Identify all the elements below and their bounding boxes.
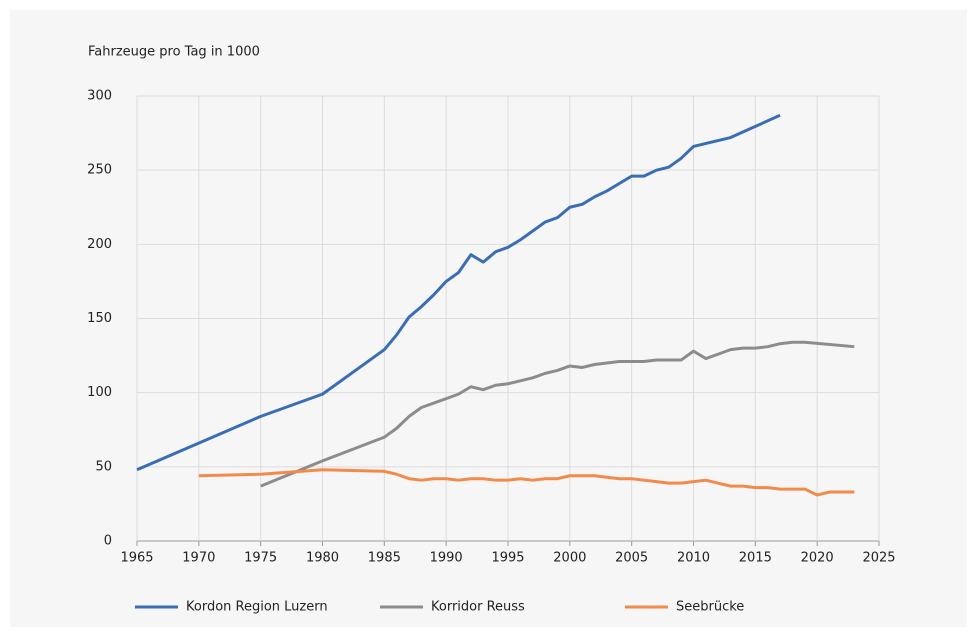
x-tick-label: 2020 <box>801 551 834 566</box>
legend-label: Seebrücke <box>676 600 744 615</box>
y-axis-label: Fahrzeuge pro Tag in 1000 <box>88 45 260 60</box>
y-tick-label: 250 <box>87 163 112 178</box>
x-tick-label: 2010 <box>677 551 710 566</box>
series-line <box>136 113 781 472</box>
x-tick-label: 1995 <box>491 551 524 566</box>
series-line <box>198 468 855 497</box>
x-tick-label: 1980 <box>306 551 339 566</box>
x-tick-label: 2000 <box>553 551 586 566</box>
x-tick-label: 1965 <box>120 551 153 566</box>
legend-label: Korridor Reuss <box>431 600 525 615</box>
series-line <box>260 340 855 488</box>
y-tick-label: 300 <box>87 89 112 104</box>
legend-label: Kordon Region Luzern <box>186 600 328 615</box>
y-tick-label: 0 <box>104 534 112 549</box>
x-tick-label: 2005 <box>615 551 648 566</box>
x-tick-label: 1985 <box>368 551 401 566</box>
x-tick-label: 1975 <box>244 551 277 566</box>
x-tick-label: 2015 <box>739 551 772 566</box>
y-tick-label: 150 <box>87 311 112 326</box>
x-tick-label: 1990 <box>430 551 463 566</box>
x-tick-label: 1970 <box>182 551 215 566</box>
y-tick-label: 200 <box>87 237 112 252</box>
y-tick-label: 50 <box>95 459 112 474</box>
y-tick-label: 100 <box>87 385 112 400</box>
x-tick-label: 2025 <box>862 551 895 566</box>
